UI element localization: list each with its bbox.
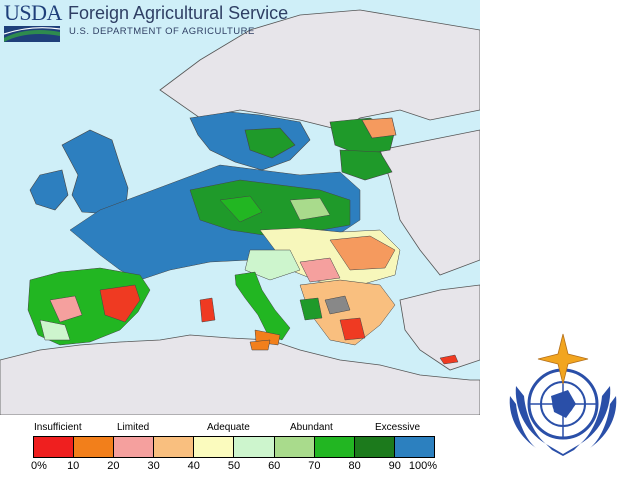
- anatolia-land: [399, 284, 480, 371]
- scandinavia: [189, 111, 397, 181]
- north-africa-land: [0, 334, 480, 415]
- legend-tick-label: 90: [388, 460, 401, 472]
- usda-logo: USDA: [4, 0, 62, 42]
- legend-swatch-7: [314, 437, 355, 457]
- legend-category-abundant: Abundant: [290, 422, 333, 433]
- central-europe: [69, 164, 401, 286]
- legend-tick-label: 70: [308, 460, 321, 472]
- legend-swatch-2: [114, 437, 155, 457]
- legend-ticks: 0% 10 20 30 40 50 60 70 80 90 100%: [0, 458, 480, 480]
- legend-category-excessive: Excessive: [375, 422, 421, 433]
- italy: [199, 271, 291, 346]
- usda-logo-text: USDA: [4, 0, 62, 25]
- wmo-star-icon: [537, 333, 589, 385]
- legend-swatch-1: [74, 437, 115, 457]
- legend-swatch-4: [194, 437, 235, 457]
- legend-category-insufficient: Insufficient: [34, 422, 82, 433]
- europe-map: [0, 9, 480, 415]
- legend-swatch-3: [154, 437, 195, 457]
- legend-tick-label: 40: [187, 460, 200, 472]
- balkans: [299, 279, 396, 346]
- soil-moisture-map: USDA Foreign Agricultural Service U.S. D…: [0, 0, 480, 415]
- legend-tick-label: 20: [107, 460, 120, 472]
- uk-ireland: [29, 129, 129, 215]
- wmo-emblem: [509, 333, 617, 456]
- legend-tick-label: 30: [147, 460, 160, 472]
- legend-swatch-0: [34, 437, 75, 457]
- northern-land: [159, 9, 480, 131]
- legend-swatch-9: [394, 437, 434, 457]
- legend-color-bar: [33, 436, 435, 458]
- header: USDA Foreign Agricultural Service U.S. D…: [0, 0, 480, 48]
- department-subtitle: U.S. DEPARTMENT OF AGRICULTURE: [69, 26, 255, 37]
- legend-tick-label: 50: [227, 460, 241, 472]
- mediterranean-islands: [249, 339, 459, 365]
- legend-tick-label: 100%: [408, 460, 438, 472]
- legend-swatch-6: [274, 437, 315, 457]
- eastern-land: [379, 129, 480, 276]
- usda-swoosh-icon: [4, 26, 60, 42]
- legend-category-adequate: Adequate: [207, 422, 250, 433]
- legend-tick-label: 0%: [31, 460, 47, 472]
- legend-tick-label: 60: [268, 460, 281, 472]
- iberia: [27, 267, 151, 346]
- legend-swatch-8: [354, 437, 395, 457]
- legend-swatch-5: [234, 437, 275, 457]
- legend-category-limited: Limited: [117, 422, 150, 433]
- agency-title: Foreign Agricultural Service: [68, 3, 289, 23]
- legend-tick-label: 80: [348, 460, 361, 472]
- legend-tick-label: 10: [67, 460, 80, 472]
